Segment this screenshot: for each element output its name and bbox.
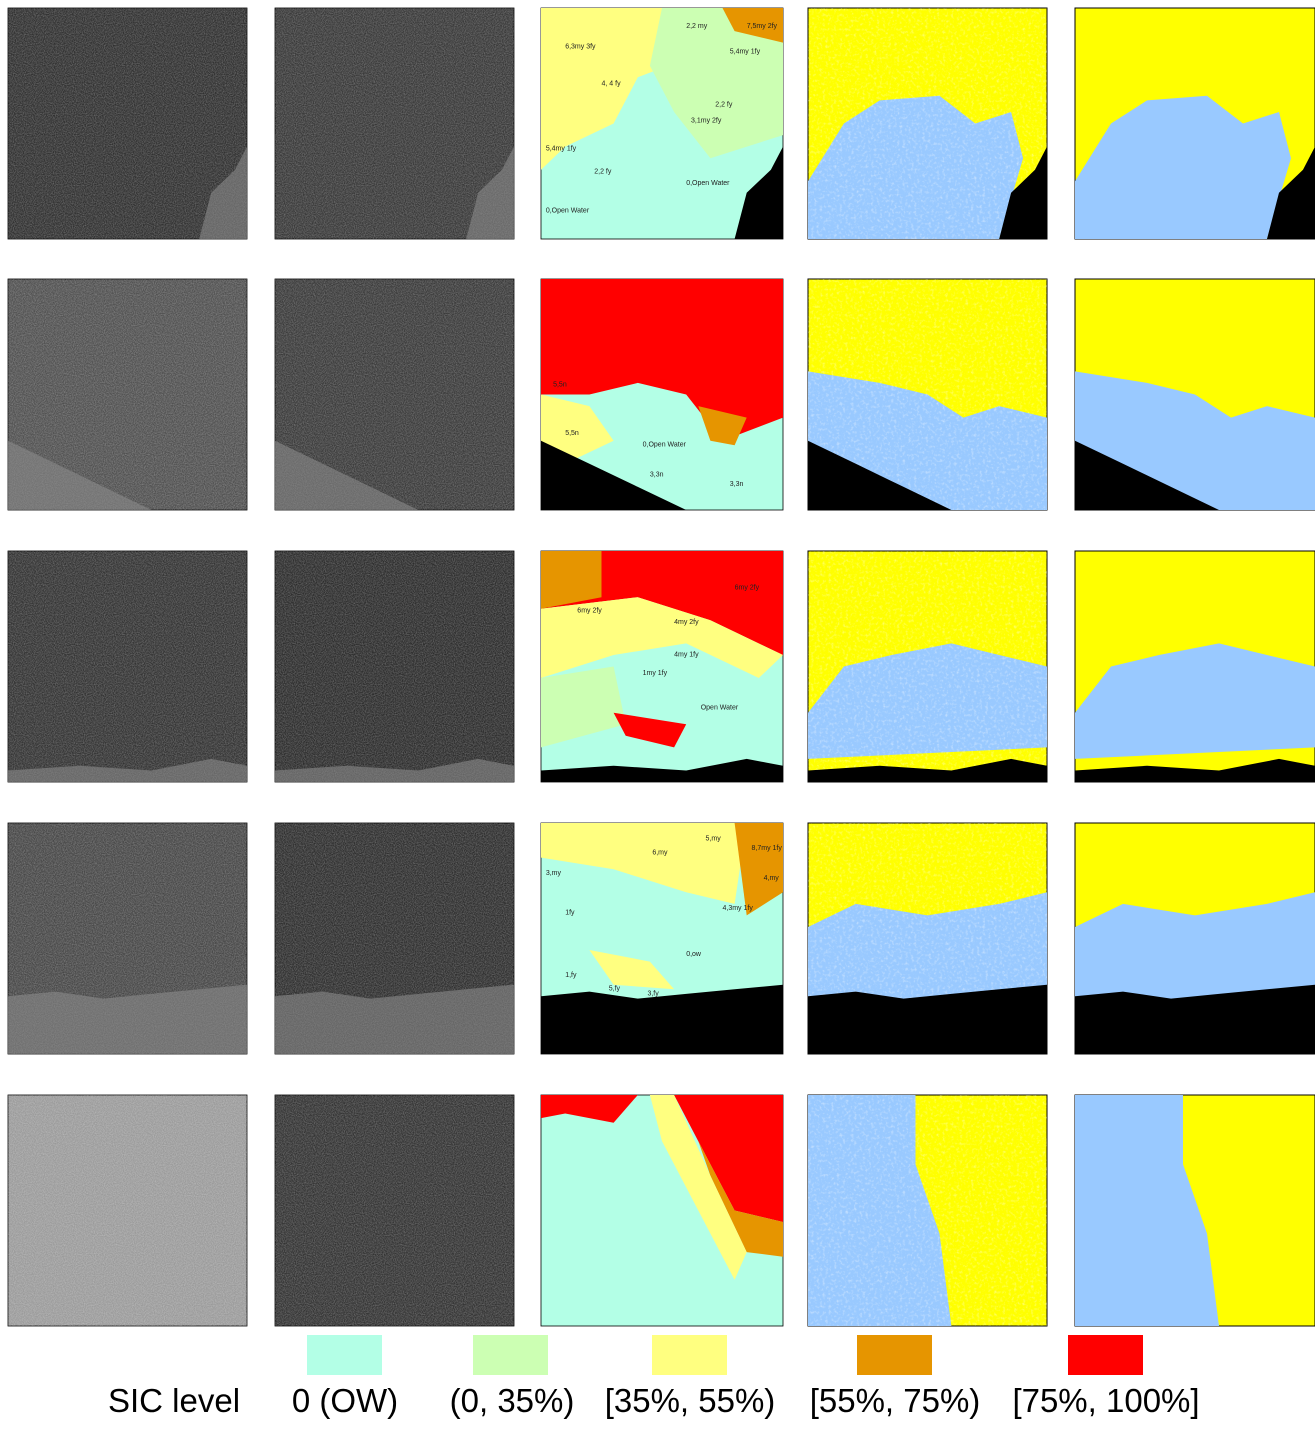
sar-texture bbox=[275, 1095, 514, 1326]
chart-label: 6,my bbox=[652, 849, 668, 856]
chart-label: 8,7my 1fy bbox=[752, 845, 783, 852]
chart-label: 6my 2fy bbox=[735, 584, 760, 591]
chart-label: 2,2 fy bbox=[715, 101, 733, 108]
chart-label: 5,4my 1fy bbox=[546, 145, 577, 152]
legend-swatch bbox=[857, 1335, 932, 1375]
sar-texture bbox=[8, 1095, 247, 1326]
chart-label: 1my 1fy bbox=[643, 670, 668, 677]
chart-label: 3,1my 2fy bbox=[691, 118, 722, 125]
chart-label: 2,2 fy bbox=[594, 168, 612, 175]
legend-swatch bbox=[652, 1335, 727, 1375]
prediction-speckle bbox=[808, 1095, 1047, 1326]
chart-label: 1,fy bbox=[565, 972, 577, 979]
figure: SIC level 2,2 my 7,5my 2fy 6,3my 3fy 5,4my … bbox=[0, 0, 1315, 1430]
row: 2,2 my 7,5my 2fy 6,3my 3fy 5,4my 1fy 4, 4 fy… bbox=[8, 8, 1315, 239]
chart-label: 4, 4 fy bbox=[602, 81, 622, 88]
chart-label: 3,fy bbox=[647, 990, 659, 997]
chart-label: 5,5n bbox=[565, 430, 579, 437]
chart-label: 0,Open Water bbox=[546, 208, 590, 215]
chart-label: 6,3my 3fy bbox=[565, 44, 596, 51]
legend-label: 0 (OW) bbox=[292, 1382, 398, 1419]
legend-swatch bbox=[307, 1335, 382, 1375]
chart-label: 7,5my 2fy bbox=[747, 23, 778, 30]
sar-texture bbox=[275, 551, 514, 782]
chart-label: 6my 2fy bbox=[577, 607, 602, 614]
chart-label: 5,4my 1fy bbox=[730, 48, 761, 55]
chart-label: 4,my bbox=[764, 875, 780, 882]
chart-label: 5,my bbox=[706, 836, 722, 843]
row: 5,5n 5,5n 0,Open Water 3,3n 3,3n bbox=[8, 279, 1315, 510]
chart-label: 3,3n bbox=[650, 472, 664, 479]
chart-label: 4my 2fy bbox=[674, 619, 699, 626]
legend-label: (0, 35%) bbox=[450, 1382, 575, 1419]
chart-label: 1fy bbox=[565, 909, 575, 916]
row: 6my 2fy 6my 2fy 4my 2fy 4my 1fy 1my 1fy Open … bbox=[8, 551, 1315, 782]
chart-label: 0,Open Water bbox=[643, 442, 687, 449]
legend-label: [35%, 55%) bbox=[605, 1382, 776, 1419]
row bbox=[8, 1095, 1315, 1326]
chart-label: 5,fy bbox=[609, 986, 621, 993]
legend-swatch bbox=[1068, 1335, 1143, 1375]
legend-swatch bbox=[473, 1335, 548, 1375]
chart-label: 4my 1fy bbox=[674, 651, 699, 658]
chart-label: 0,ow bbox=[686, 951, 702, 958]
chart-label: 0,Open Water bbox=[686, 180, 730, 187]
legend-label: [55%, 75%) bbox=[810, 1382, 981, 1419]
prediction-speckle bbox=[808, 551, 1047, 782]
chart-label: Open Water bbox=[701, 704, 739, 711]
chart-label: 2,2 my bbox=[686, 23, 708, 30]
sar-texture bbox=[8, 551, 247, 782]
chart-label: 3,3n bbox=[730, 481, 744, 488]
chart-label: 4,3my 1fy bbox=[723, 905, 754, 912]
chart-label: 5,5n bbox=[553, 382, 567, 389]
row: 6,my 5,my 8,7my 1fy 4,my 3,my 4,3my 1fy 1fy 0,o… bbox=[8, 823, 1315, 1054]
chart-label: 3,my bbox=[546, 870, 562, 877]
legend-label: [75%, 100%] bbox=[1012, 1382, 1199, 1419]
legend-title: SIC level bbox=[108, 1382, 240, 1419]
